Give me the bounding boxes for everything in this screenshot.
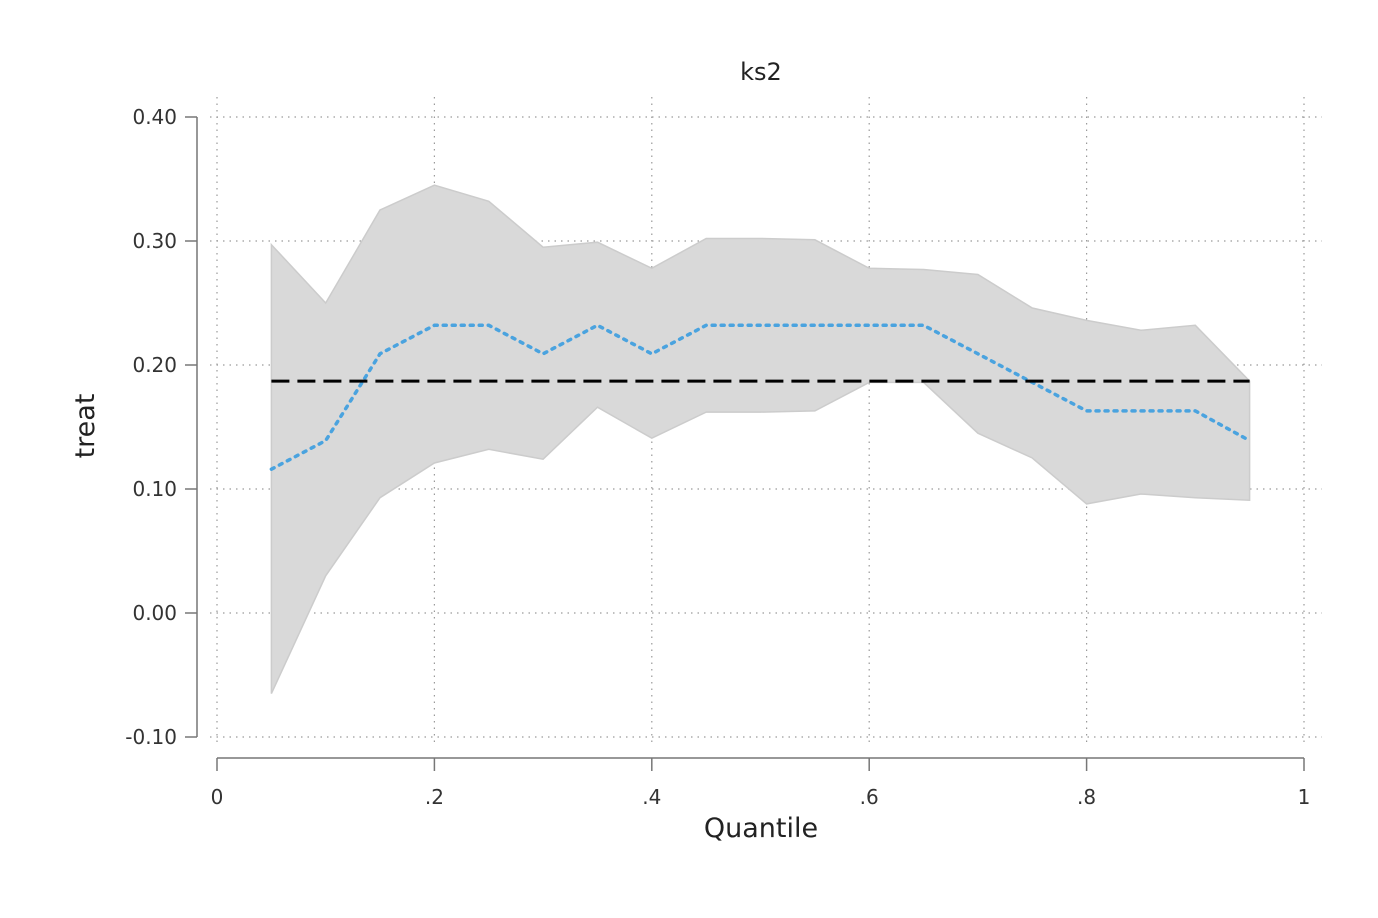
axes-layer: -0.10 0.00 0.10 0.20 0.30 0.40 0 .2 .4 .6 .8 1 [125,105,1310,809]
x-tick-label: 0 [211,785,224,809]
y-tick-label: 0.10 [132,477,177,501]
y-axis-title: treat [70,394,101,459]
x-tick-label: .2 [425,785,444,809]
dotted-series-line [269,323,1252,471]
y-tick-label: 0.40 [132,105,177,129]
x-tick-label: .8 [1077,785,1096,809]
x-axis-title: Quantile [704,813,818,844]
grid-layer [210,97,1322,745]
y-tick-label: 0.20 [132,353,177,377]
confidence-band [270,184,1251,694]
x-tick-label: .4 [642,785,661,809]
x-tick-label: .6 [860,785,879,809]
y-tick-label: 0.30 [132,229,177,253]
y-tick-label: -0.10 [125,725,177,749]
chart-title: ks2 [740,58,782,86]
confidence-band-layer [270,184,1251,694]
x-tick-label: 1 [1298,785,1311,809]
series-layer [269,323,1252,471]
y-tick-label: 0.00 [132,601,177,625]
